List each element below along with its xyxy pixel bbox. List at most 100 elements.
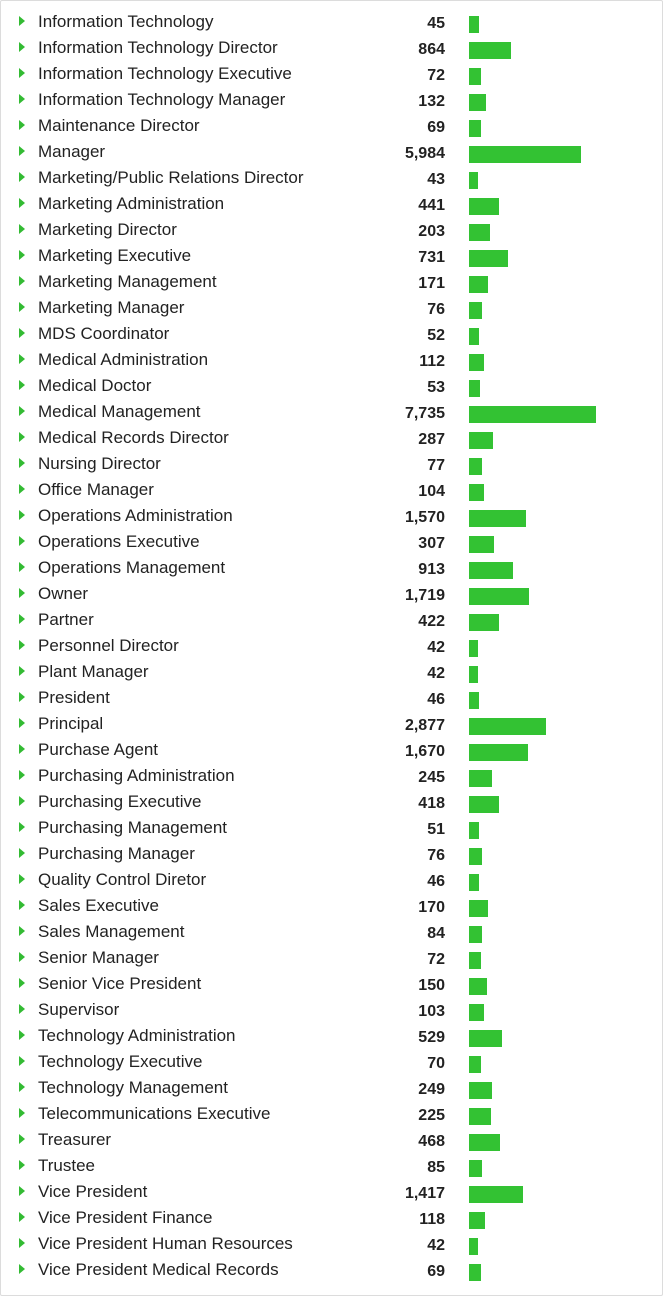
table-row[interactable]: Marketing/Public Relations Director 43: [1, 165, 662, 191]
table-row[interactable]: Medical Records Director 287: [1, 425, 662, 451]
table-row[interactable]: Vice President 1,417: [1, 1179, 662, 1205]
caret-right-icon[interactable]: [19, 380, 25, 390]
caret-right-icon[interactable]: [19, 692, 25, 702]
table-row[interactable]: Purchasing Management 51: [1, 815, 662, 841]
category-label[interactable]: Personnel Director: [38, 636, 179, 655]
category-label[interactable]: Technology Administration: [38, 1026, 236, 1045]
category-label[interactable]: Vice President Finance: [38, 1208, 213, 1227]
caret-right-icon[interactable]: [19, 1134, 25, 1144]
category-label[interactable]: Sales Management: [38, 922, 185, 941]
caret-right-icon[interactable]: [19, 354, 25, 364]
caret-right-icon[interactable]: [19, 510, 25, 520]
category-label[interactable]: Trustee: [38, 1156, 96, 1175]
caret-right-icon[interactable]: [19, 1212, 25, 1222]
table-row[interactable]: Office Manager 104: [1, 477, 662, 503]
table-row[interactable]: Senior Vice President 150: [1, 971, 662, 997]
caret-right-icon[interactable]: [19, 770, 25, 780]
category-label[interactable]: Owner: [38, 584, 89, 603]
category-label[interactable]: Purchasing Manager: [38, 844, 195, 863]
caret-right-icon[interactable]: [19, 172, 25, 182]
caret-right-icon[interactable]: [19, 536, 25, 546]
category-label[interactable]: Nursing Director: [38, 454, 161, 473]
table-row[interactable]: Supervisor 103: [1, 997, 662, 1023]
caret-right-icon[interactable]: [19, 614, 25, 624]
table-row[interactable]: Partner 422: [1, 607, 662, 633]
caret-right-icon[interactable]: [19, 432, 25, 442]
table-row[interactable]: Marketing Manager 76: [1, 295, 662, 321]
table-row[interactable]: Principal 2,877: [1, 711, 662, 737]
category-label[interactable]: Vice President Human Resources: [38, 1234, 293, 1253]
category-label[interactable]: Information Technology Director: [38, 38, 278, 57]
category-label[interactable]: Marketing Manager: [38, 298, 185, 317]
caret-right-icon[interactable]: [19, 484, 25, 494]
table-row[interactable]: Quality Control Diretor 46: [1, 867, 662, 893]
table-row[interactable]: Sales Executive 170: [1, 893, 662, 919]
table-row[interactable]: Purchasing Executive 418: [1, 789, 662, 815]
caret-right-icon[interactable]: [19, 146, 25, 156]
caret-right-icon[interactable]: [19, 796, 25, 806]
table-row[interactable]: Trustee 85: [1, 1153, 662, 1179]
table-row[interactable]: Owner 1,719: [1, 581, 662, 607]
table-row[interactable]: Operations Executive 307: [1, 529, 662, 555]
table-row[interactable]: Nursing Director 77: [1, 451, 662, 477]
category-label[interactable]: Partner: [38, 610, 94, 629]
caret-right-icon[interactable]: [19, 952, 25, 962]
table-row[interactable]: Maintenance Director 69: [1, 113, 662, 139]
table-row[interactable]: Medical Doctor 53: [1, 373, 662, 399]
caret-right-icon[interactable]: [19, 1108, 25, 1118]
category-label[interactable]: Medical Administration: [38, 350, 209, 369]
category-label[interactable]: Operations Management: [38, 558, 226, 577]
category-label[interactable]: President: [38, 688, 110, 707]
table-row[interactable]: Manager 5,984: [1, 139, 662, 165]
table-row[interactable]: MDS Coordinator 52: [1, 321, 662, 347]
category-label[interactable]: Sales Executive: [38, 896, 159, 915]
caret-right-icon[interactable]: [19, 640, 25, 650]
caret-right-icon[interactable]: [19, 666, 25, 676]
caret-right-icon[interactable]: [19, 1056, 25, 1066]
category-label[interactable]: Information Technology Executive: [38, 64, 292, 83]
table-row[interactable]: Vice President Human Resources 42: [1, 1231, 662, 1257]
table-row[interactable]: Information Technology Manager 132: [1, 87, 662, 113]
caret-right-icon[interactable]: [19, 1160, 25, 1170]
category-label[interactable]: Marketing Administration: [38, 194, 225, 213]
caret-right-icon[interactable]: [19, 822, 25, 832]
category-label[interactable]: Purchasing Management: [38, 818, 228, 837]
caret-right-icon[interactable]: [19, 900, 25, 910]
caret-right-icon[interactable]: [19, 276, 25, 286]
category-label[interactable]: Telecommunications Executive: [38, 1104, 271, 1123]
category-label[interactable]: Vice President: [38, 1182, 148, 1201]
table-row[interactable]: Purchasing Administration 245: [1, 763, 662, 789]
caret-right-icon[interactable]: [19, 198, 25, 208]
caret-right-icon[interactable]: [19, 328, 25, 338]
table-row[interactable]: President 46: [1, 685, 662, 711]
caret-right-icon[interactable]: [19, 302, 25, 312]
caret-right-icon[interactable]: [19, 874, 25, 884]
category-label[interactable]: Marketing Management: [38, 272, 217, 291]
table-row[interactable]: Technology Executive 70: [1, 1049, 662, 1075]
table-row[interactable]: Personnel Director 42: [1, 633, 662, 659]
caret-right-icon[interactable]: [19, 926, 25, 936]
category-label[interactable]: Operations Executive: [38, 532, 200, 551]
caret-right-icon[interactable]: [19, 406, 25, 416]
table-row[interactable]: Treasurer 468: [1, 1127, 662, 1153]
table-row[interactable]: Medical Administration 112: [1, 347, 662, 373]
caret-right-icon[interactable]: [19, 1030, 25, 1040]
category-label[interactable]: Marketing/Public Relations Director: [38, 168, 304, 187]
table-row[interactable]: Purchasing Manager 76: [1, 841, 662, 867]
table-row[interactable]: Medical Management 7,735: [1, 399, 662, 425]
category-label[interactable]: Principal: [38, 714, 104, 733]
category-label[interactable]: Supervisor: [38, 1000, 120, 1019]
table-row[interactable]: Technology Management 249: [1, 1075, 662, 1101]
table-row[interactable]: Vice President Finance 118: [1, 1205, 662, 1231]
category-label[interactable]: Purchasing Administration: [38, 766, 235, 785]
caret-right-icon[interactable]: [19, 718, 25, 728]
table-row[interactable]: Senior Manager 72: [1, 945, 662, 971]
caret-right-icon[interactable]: [19, 120, 25, 130]
caret-right-icon[interactable]: [19, 68, 25, 78]
category-label[interactable]: Manager: [38, 142, 106, 161]
caret-right-icon[interactable]: [19, 224, 25, 234]
caret-right-icon[interactable]: [19, 458, 25, 468]
category-label[interactable]: Senior Manager: [38, 948, 159, 967]
category-label[interactable]: Information Technology Manager: [38, 90, 286, 109]
category-label[interactable]: Technology Executive: [38, 1052, 203, 1071]
